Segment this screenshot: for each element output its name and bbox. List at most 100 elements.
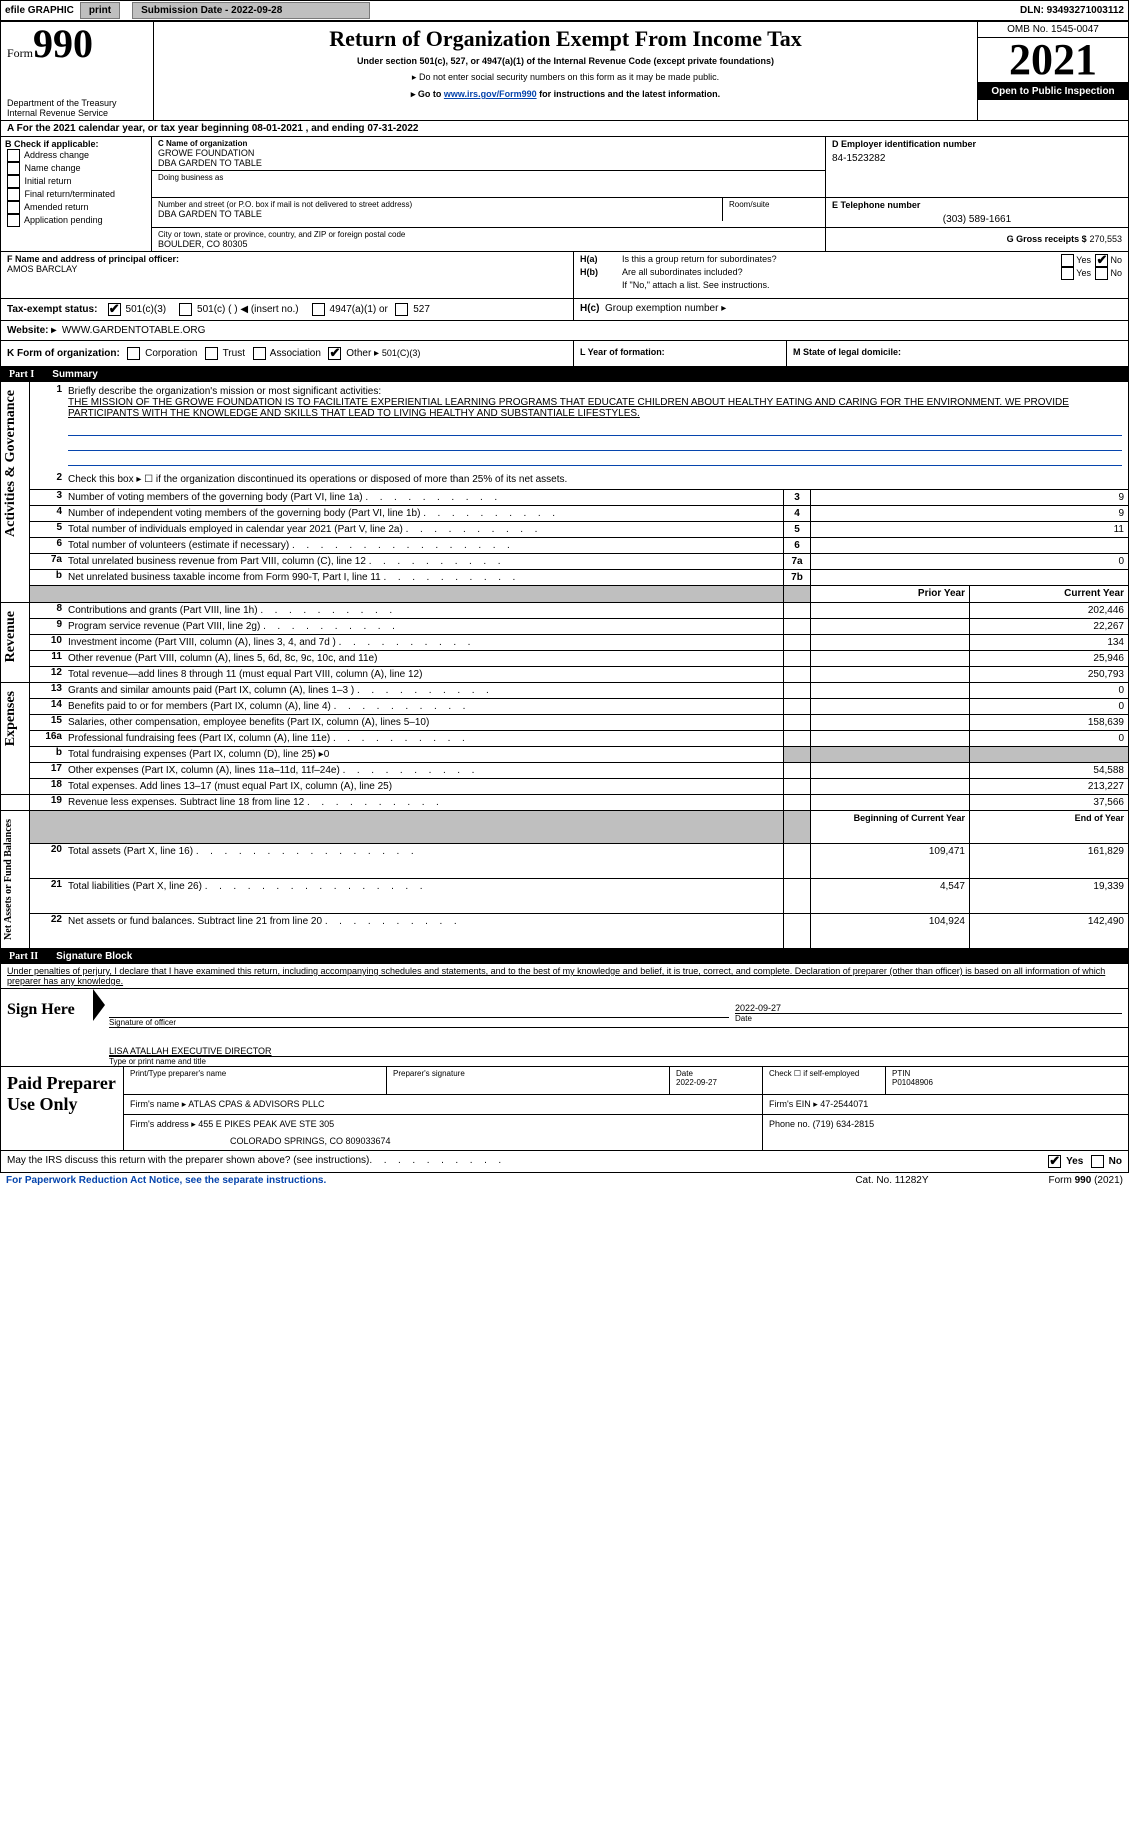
opt-501c3: 501(c)(3) [126, 304, 167, 315]
subtitle: Under section 501(c), 527, or 4947(a)(1)… [162, 56, 969, 66]
dept-label: Department of the Treasury [7, 98, 147, 108]
other-value: 501(C)(3) [382, 348, 421, 358]
side-revenue: Revenue [1, 603, 21, 670]
line20: Total assets (Part X, line 16) [68, 846, 193, 857]
opt-501c: 501(c) ( ) ◀ (insert no.) [197, 304, 299, 315]
v7a: 0 [811, 554, 1129, 570]
preparer-name-label: Print/Type preparer's name [130, 1069, 380, 1078]
chk-4947[interactable] [312, 303, 325, 316]
line8: Contributions and grants (Part VIII, lin… [68, 605, 258, 616]
line-a-tax-year: A For the 2021 calendar year, or tax yea… [0, 121, 1129, 136]
eoy-hdr: End of Year [970, 811, 1129, 844]
part1-title: Summary [52, 369, 98, 380]
e22: 142,490 [970, 913, 1129, 948]
dln-label: DLN: 93493271003112 [1020, 5, 1124, 16]
side-expenses: Expenses [1, 683, 21, 754]
ein-value: 84-1523282 [832, 153, 1122, 164]
opt-assoc: Association [270, 348, 321, 359]
v5: 11 [811, 522, 1129, 538]
chk-501c3[interactable] [108, 303, 121, 316]
footer-row: For Paperwork Reduction Act Notice, see … [0, 1173, 1129, 1188]
tax-year: 2021 [978, 38, 1128, 83]
officer-group-block: F Name and address of principal officer:… [0, 251, 1129, 298]
b20: 109,471 [811, 843, 970, 878]
e21: 19,339 [970, 878, 1129, 913]
preparer-date: 2022-09-27 [676, 1078, 717, 1087]
footer-pra[interactable]: For Paperwork Reduction Act Notice, see … [6, 1175, 326, 1186]
name-label: Type or print name and title [109, 1057, 1128, 1066]
prior-year-hdr: Prior Year [811, 586, 970, 603]
b22: 104,924 [811, 913, 970, 948]
box-k-label: K Form of organization: [7, 348, 120, 359]
c17: 54,588 [970, 763, 1129, 779]
tax-exempt-block: Tax-exempt status: 501(c)(3) 501(c) ( ) … [0, 298, 1129, 320]
form-number: 990 [33, 21, 93, 66]
line5: Total number of individuals employed in … [68, 524, 403, 535]
may-no-check[interactable] [1091, 1155, 1104, 1168]
sig-date-label: Date [735, 1014, 1122, 1023]
declaration-text: Under penalties of perjury, I declare th… [0, 964, 1129, 988]
opt-527: 527 [413, 304, 430, 315]
room-label: Room/suite [729, 200, 819, 209]
line15: Salaries, other compensation, employee b… [68, 717, 429, 728]
open-to-public: Open to Public Inspection [978, 83, 1128, 100]
firm-name-label: Firm's name ▸ [130, 1099, 186, 1109]
c8: 202,446 [970, 603, 1129, 619]
firm-phone-label: Phone no. [769, 1119, 810, 1129]
box-g-label: G Gross receipts $ [1007, 234, 1087, 244]
paid-preparer-block: Paid Preparer Use Only Print/Type prepar… [0, 1066, 1129, 1151]
sign-here-block: Sign Here Signature of officer 2022-09-2… [0, 988, 1129, 1066]
box-d-label: D Employer identification number [832, 139, 1122, 149]
print-button[interactable]: print [80, 2, 120, 19]
c9: 22,267 [970, 619, 1129, 635]
line19: Revenue less expenses. Subtract line 18 … [68, 797, 304, 808]
firm-addr1: 455 E PIKES PEAK AVE STE 305 [198, 1119, 334, 1129]
mission-text: THE MISSION OF THE GROWE FOUNDATION IS T… [68, 397, 1069, 419]
line13: Grants and similar amounts paid (Part IX… [68, 685, 354, 696]
line17: Other expenses (Part IX, column (A), lin… [68, 765, 340, 776]
org-dba: DBA GARDEN TO TABLE [158, 158, 819, 168]
ha-yes: Yes [1076, 255, 1091, 265]
hb-note: If "No," attach a list. See instructions… [580, 280, 1122, 290]
box-i-label: Tax-exempt status: [7, 304, 97, 315]
phone-value: (303) 589-1661 [832, 214, 1122, 225]
line4: Number of independent voting members of … [68, 508, 420, 519]
line14: Benefits paid to or for members (Part IX… [68, 701, 331, 712]
line9: Program service revenue (Part VIII, line… [68, 621, 260, 632]
current-year-hdr: Current Year [970, 586, 1129, 603]
firm-name: ATLAS CPAS & ADVISORS PLLC [188, 1099, 324, 1109]
irs-link[interactable]: www.irs.gov/Form990 [444, 89, 537, 99]
may-yes-check[interactable] [1048, 1155, 1061, 1168]
b21: 4,547 [811, 878, 970, 913]
line12: Total revenue—add lines 8 through 11 (mu… [68, 669, 422, 680]
firm-ein-label: Firm's EIN ▸ [769, 1099, 818, 1109]
note-post: for instructions and the latest informat… [537, 89, 721, 99]
chk-527[interactable] [395, 303, 408, 316]
city-value: BOULDER, CO 80305 [158, 239, 819, 249]
part2-title: Signature Block [56, 951, 132, 962]
officer-name: AMOS BARCLAY [7, 264, 567, 274]
v6 [811, 538, 1129, 554]
part1-num: Part I [9, 369, 34, 380]
box-m-label: M State of legal domicile: [787, 341, 1129, 367]
gross-receipts: 270,553 [1089, 234, 1122, 244]
chk-501c[interactable] [179, 303, 192, 316]
org-name: GROWE FOUNDATION [158, 148, 819, 158]
submission-date-button[interactable]: Submission Date - 2022-09-28 [132, 2, 370, 19]
identity-block: B Check if applicable: Address change Na… [0, 136, 1129, 251]
paid-preparer-label: Paid Preparer Use Only [1, 1066, 124, 1150]
v4: 9 [811, 506, 1129, 522]
box-b-label: B Check if applicable: [5, 139, 147, 149]
side-netassets: Net Assets or Fund Balances [1, 811, 16, 948]
box-e-label: E Telephone number [832, 200, 1122, 210]
boy-hdr: Beginning of Current Year [811, 811, 970, 844]
note-link-line: ▸ Go to www.irs.gov/Form990 for instruct… [162, 89, 969, 100]
hc-label: Group exemption number ▸ [605, 303, 726, 314]
firm-phone: (719) 634-2815 [813, 1119, 875, 1129]
line7b: Net unrelated business taxable income fr… [68, 572, 381, 583]
firm-ein: 47-2544071 [820, 1099, 868, 1109]
efile-top-bar: efile GRAPHIC print Submission Date - 20… [0, 0, 1129, 21]
c15: 158,639 [970, 715, 1129, 731]
part1-body: Activities & Governance 1 Briefly descri… [0, 382, 1129, 949]
line3: Number of voting members of the governin… [68, 492, 363, 503]
